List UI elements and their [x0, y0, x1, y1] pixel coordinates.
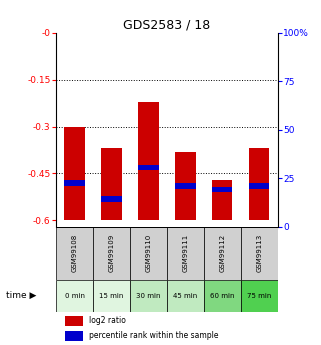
Bar: [175, 151, 195, 220]
Text: 15 min: 15 min: [100, 293, 124, 299]
Text: GSM99113: GSM99113: [256, 234, 262, 273]
Bar: [241, 280, 278, 312]
Text: GSM99110: GSM99110: [145, 234, 152, 273]
Text: 30 min: 30 min: [136, 293, 161, 299]
Text: log2 ratio: log2 ratio: [89, 316, 126, 325]
Bar: [212, 187, 232, 192]
Bar: [101, 148, 122, 220]
Bar: [167, 280, 204, 312]
Bar: [167, 227, 204, 280]
Bar: [241, 227, 278, 280]
Text: 0 min: 0 min: [65, 293, 85, 299]
Bar: [56, 280, 93, 312]
Bar: [175, 184, 195, 189]
Title: GDS2583 / 18: GDS2583 / 18: [123, 19, 211, 32]
Bar: [65, 316, 83, 326]
Bar: [93, 280, 130, 312]
Bar: [249, 184, 269, 189]
Bar: [65, 127, 85, 220]
Bar: [204, 280, 241, 312]
Bar: [93, 227, 130, 280]
Bar: [65, 180, 85, 186]
Text: percentile rank within the sample: percentile rank within the sample: [89, 331, 219, 340]
Bar: [138, 101, 159, 220]
Text: GSM99111: GSM99111: [182, 234, 188, 273]
Bar: [138, 165, 159, 170]
Bar: [65, 331, 83, 341]
Bar: [212, 180, 232, 220]
Bar: [101, 196, 122, 201]
Text: GSM99112: GSM99112: [219, 234, 225, 272]
Text: GSM99108: GSM99108: [72, 234, 78, 273]
Text: 60 min: 60 min: [210, 293, 235, 299]
Text: time ▶: time ▶: [6, 292, 37, 300]
Bar: [204, 227, 241, 280]
Text: 75 min: 75 min: [247, 293, 271, 299]
Bar: [56, 227, 93, 280]
Bar: [130, 280, 167, 312]
Text: GSM99109: GSM99109: [108, 234, 115, 273]
Bar: [249, 148, 269, 220]
Text: 45 min: 45 min: [173, 293, 197, 299]
Bar: [130, 227, 167, 280]
